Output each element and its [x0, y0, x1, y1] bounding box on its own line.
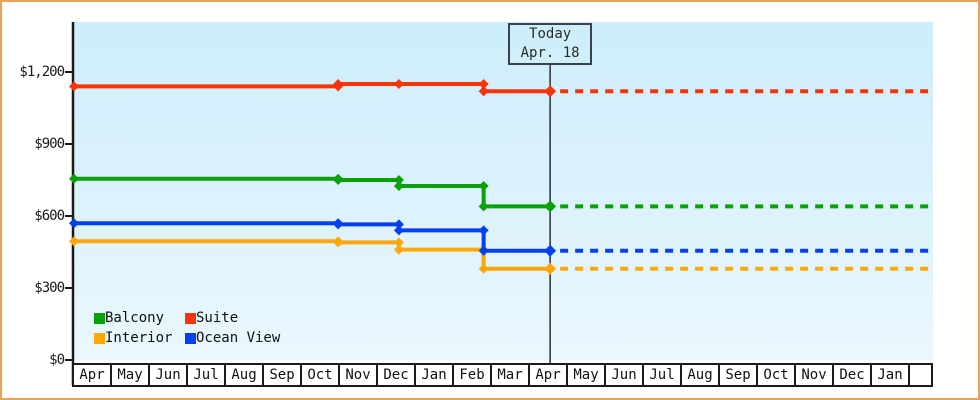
month-cell: May: [568, 365, 606, 385]
legend-swatch-ocean-view: [185, 332, 196, 344]
month-cell: Oct: [758, 365, 796, 385]
legend: Balcony Suite Interior Ocean View: [94, 310, 280, 346]
month-cell: Dec: [378, 365, 416, 385]
month-cell: Mar: [492, 365, 530, 385]
legend-item: Balcony: [94, 310, 185, 326]
month-cell: Jun: [606, 365, 644, 385]
y-axis-label: $0: [49, 352, 65, 368]
legend-label: Balcony: [105, 310, 165, 326]
today-label: Today: [529, 26, 572, 42]
y-axis-label: $1,200: [19, 64, 65, 80]
legend-row: Balcony Suite: [94, 310, 280, 326]
today-date: Apr. 18: [520, 45, 580, 61]
month-cell: Apr: [74, 365, 112, 385]
month-cell: Nov: [340, 365, 378, 385]
legend-swatch-suite: [185, 312, 196, 324]
month-cell: Jan: [416, 365, 454, 385]
month-cell: Jul: [644, 365, 682, 385]
legend-item: Ocean View: [185, 330, 280, 346]
month-cell: Jul: [188, 365, 226, 385]
y-axis-label: $900: [34, 136, 65, 152]
month-cell: Oct: [302, 365, 340, 385]
month-cell: Dec: [834, 365, 872, 385]
y-axis-label: $300: [34, 280, 65, 296]
month-cell: Aug: [682, 365, 720, 385]
month-cell: Sep: [264, 365, 302, 385]
month-cell: Feb: [454, 365, 492, 385]
month-cell: Jan: [872, 365, 910, 385]
x-axis-month-strip: Apr May Jun Jul Aug Sep Oct Nov Dec Jan Feb Mar Apr M…: [72, 363, 933, 387]
month-cell: Apr: [530, 365, 568, 385]
legend-label: Ocean View: [196, 330, 281, 346]
month-cell: Jun: [150, 365, 188, 385]
month-cell-filler: [910, 365, 931, 385]
today-annotation-box: Today Apr. 18: [508, 23, 593, 65]
month-cell: May: [112, 365, 150, 385]
y-axis-label: $600: [34, 208, 65, 224]
month-cell: Sep: [720, 365, 758, 385]
legend-item: Suite: [185, 310, 238, 326]
legend-swatch-balcony: [94, 312, 105, 324]
month-cell: Aug: [226, 365, 264, 385]
legend-label: Interior: [105, 330, 173, 346]
legend-item: Interior: [94, 330, 185, 346]
month-cell: Nov: [796, 365, 834, 385]
legend-swatch-interior: [94, 332, 105, 344]
legend-label: Suite: [196, 310, 239, 326]
legend-row: Interior Ocean View: [94, 330, 280, 346]
